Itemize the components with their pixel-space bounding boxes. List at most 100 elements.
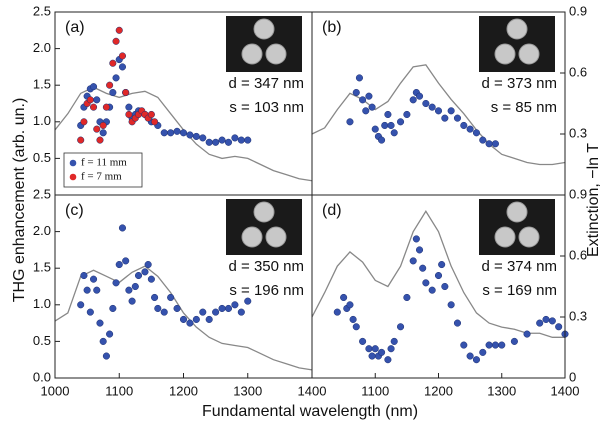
- data-point: [441, 114, 449, 122]
- data-point: [244, 297, 252, 305]
- data-point: [109, 59, 117, 67]
- data-point: [434, 107, 443, 115]
- x-tick-label: 1400: [298, 383, 327, 398]
- data-point: [428, 103, 436, 111]
- y-tick-label: 1.5: [33, 260, 51, 275]
- legend-marker: [69, 173, 77, 181]
- y-tick-label: 0.5: [33, 150, 51, 165]
- data-point: [387, 121, 395, 130]
- data-point: [86, 96, 94, 104]
- data-point: [333, 308, 341, 316]
- data-point: [498, 341, 506, 349]
- inset-particle: [241, 226, 263, 248]
- x-tick-label: 1100: [361, 383, 389, 398]
- data-point: [186, 131, 194, 139]
- data-point: [381, 121, 389, 130]
- data-point: [93, 96, 101, 104]
- y2-tick-label: 0.3: [569, 308, 587, 323]
- data-point: [218, 136, 226, 144]
- data-point: [419, 264, 427, 272]
- data-point: [479, 348, 487, 356]
- annotation: s = 196 nm: [229, 282, 304, 299]
- x-tick-label: 1400: [551, 383, 580, 398]
- data-point: [378, 348, 386, 356]
- data-point: [390, 129, 398, 137]
- data-point: [409, 257, 417, 265]
- data-point: [371, 125, 379, 133]
- y-tick-label: 1.0: [33, 296, 51, 311]
- legend-box: [63, 152, 143, 188]
- data-point: [199, 308, 207, 316]
- data-point: [125, 286, 133, 294]
- data-point: [90, 275, 98, 283]
- data-point: [173, 304, 181, 313]
- y2-tick-label: 0.9: [569, 3, 587, 18]
- data-point: [237, 308, 245, 316]
- data-point: [224, 304, 233, 313]
- inset-particle: [506, 18, 528, 40]
- data-point: [205, 315, 213, 323]
- data-point: [125, 110, 133, 119]
- data-point: [438, 260, 446, 269]
- data-point: [485, 140, 493, 148]
- x-tick-label: 1000: [41, 383, 70, 398]
- annotation: d = 373 nm: [482, 75, 557, 92]
- legend-label: f = 7 mm: [81, 171, 122, 183]
- data-point: [390, 337, 398, 345]
- data-point: [160, 129, 168, 137]
- inset-particle: [494, 43, 516, 65]
- data-point: [122, 257, 130, 265]
- data-point: [186, 319, 194, 327]
- data-point: [96, 136, 104, 144]
- data-point: [192, 132, 200, 140]
- panel-label: (d): [322, 202, 342, 219]
- data-point: [205, 138, 213, 146]
- data-point: [542, 315, 550, 323]
- data-point: [199, 134, 207, 142]
- x-tick-label: 1200: [169, 383, 198, 398]
- data-point: [77, 301, 85, 309]
- y-tick-label: 2.0: [33, 40, 51, 55]
- data-point: [365, 345, 373, 353]
- data-point: [224, 138, 233, 146]
- data-point: [466, 352, 474, 360]
- data-point: [359, 96, 367, 104]
- data-point: [555, 323, 563, 331]
- data-point: [118, 63, 127, 71]
- data-point: [510, 337, 518, 345]
- data-point: [362, 107, 370, 115]
- data-point: [352, 323, 360, 331]
- data-point: [447, 107, 455, 115]
- data-point: [349, 315, 357, 323]
- data-point: [151, 118, 159, 126]
- data-point: [466, 125, 474, 133]
- data-point: [192, 315, 200, 323]
- annotation: d = 350 nm: [229, 258, 304, 275]
- data-point: [409, 96, 417, 104]
- data-point: [378, 136, 386, 144]
- inset-particle: [265, 226, 287, 248]
- data-point: [355, 74, 363, 82]
- y2-tick-label: 0: [569, 369, 576, 384]
- data-point: [106, 330, 114, 338]
- data-point: [80, 271, 88, 280]
- data-point: [86, 308, 94, 316]
- x-axis-title: Fundamental wavelength (nm): [202, 403, 418, 420]
- data-point: [167, 293, 175, 302]
- data-point: [352, 88, 360, 97]
- panel-label: (c): [65, 202, 84, 219]
- inset-particle: [241, 43, 263, 65]
- data-point: [415, 246, 424, 254]
- data-point: [397, 323, 405, 331]
- y-tick-label: 1.5: [33, 77, 51, 92]
- data-point: [118, 52, 127, 60]
- y-tick-label: 2.5: [33, 3, 51, 18]
- panel-label: (b): [322, 19, 342, 36]
- y-tick-label: 2.0: [33, 223, 51, 238]
- extinction-line: [54, 265, 313, 371]
- data-point: [548, 317, 556, 325]
- y-tick-label: 1.0: [33, 113, 51, 128]
- y-tick-label: 0.0: [33, 369, 51, 384]
- data-point: [106, 81, 114, 89]
- y2-tick-label: 0.6: [569, 247, 587, 262]
